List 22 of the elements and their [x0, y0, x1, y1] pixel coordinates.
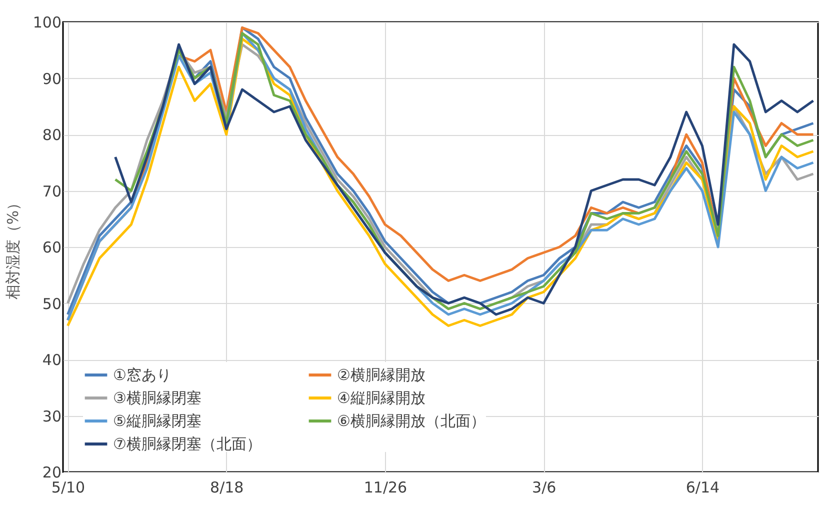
legend-label: ③横胴縁閉塞	[113, 389, 202, 407]
x-tick-label: 11/26	[364, 478, 408, 496]
y-tick-label: 80	[42, 126, 62, 144]
y-tick-label: 50	[42, 294, 62, 313]
y-tick-label: 90	[42, 70, 62, 88]
y-tick-label: 100	[32, 14, 62, 32]
x-tick-label: 8/18	[210, 478, 244, 496]
y-tick-label: 40	[42, 351, 62, 369]
legend-label: ②横胴縁開放	[337, 366, 426, 384]
legend-label: ⑥横胴縁開放（北面）	[337, 412, 486, 430]
y-axis-title: 相対湿度（%）	[4, 195, 22, 300]
legend-label: ④縦胴縁開放	[337, 389, 426, 407]
y-tick-label: 30	[42, 407, 62, 426]
y-tick-label: 70	[42, 182, 62, 200]
y-tick-label: 60	[42, 238, 62, 256]
legend-label: ①窓あり	[113, 366, 172, 384]
legend-label: ⑦横胴縁閉塞（北面）	[113, 435, 262, 453]
x-tick-label: 5/10	[51, 478, 86, 496]
x-tick-label: 6/14	[686, 478, 720, 496]
legend-label: ⑤縦胴縁閉塞	[113, 412, 202, 430]
y-tick-label: 20	[42, 464, 62, 482]
x-tick-label: 3/6	[532, 478, 556, 496]
